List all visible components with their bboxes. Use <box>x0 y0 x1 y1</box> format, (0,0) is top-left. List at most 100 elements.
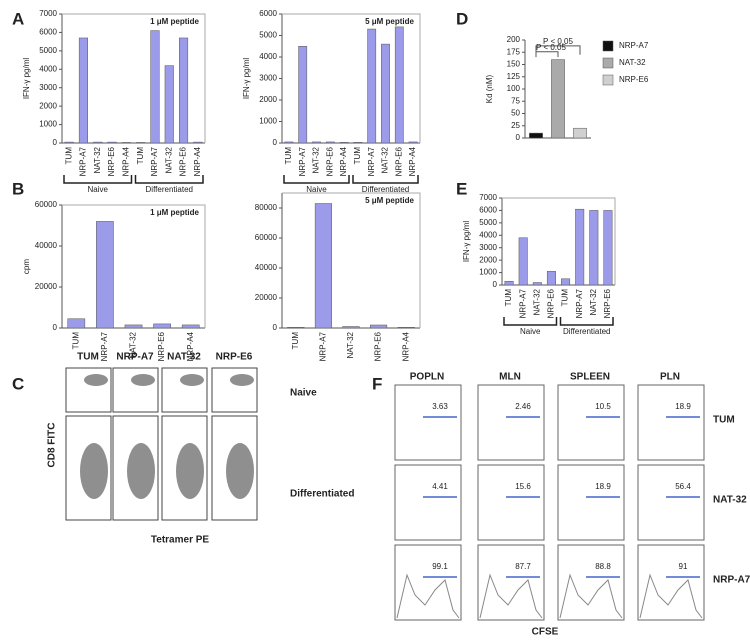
histogram-plot <box>477 464 545 541</box>
y-tick-label: 3000 <box>479 243 497 252</box>
flow-plot <box>211 367 258 413</box>
y-axis-label: cpm <box>22 259 31 274</box>
x-tick-label: TUM <box>353 147 362 165</box>
gate-value: 99.1 <box>432 562 448 571</box>
flow-plot <box>112 367 159 413</box>
x-tick-label: NAT-32 <box>312 146 321 173</box>
annotation: P < 0.05 <box>536 43 566 52</box>
bar <box>573 127 587 139</box>
sig-bracket <box>535 45 581 55</box>
x-tick-label: NRP-A7 <box>100 331 109 361</box>
x-tick-label: NAT-32 <box>164 146 173 173</box>
annotation: P < 0.05 <box>543 37 573 46</box>
y-tick-label: 2000 <box>259 95 277 104</box>
bar <box>96 221 114 329</box>
x-tick-label: TUM <box>64 147 73 165</box>
y-tick-label: 50 <box>511 109 520 118</box>
y-tick-label: 0 <box>493 280 498 289</box>
column-label: NRP-A7 <box>116 352 154 363</box>
x-tick-label: TUM <box>561 289 570 307</box>
x-tick-label: NRP-A4 <box>401 331 410 361</box>
bar <box>397 327 415 329</box>
bar <box>78 37 88 144</box>
bar <box>64 141 74 144</box>
group-bracket <box>559 317 614 326</box>
y-axis-label: IFN-γ pg/ml <box>462 221 471 263</box>
y-tick-label: 5000 <box>259 31 277 40</box>
y-axis-label: IFN-γ pg/ml <box>22 58 31 100</box>
panel-letter: B <box>12 179 24 198</box>
y-tick-label: 1000 <box>39 120 57 129</box>
frame <box>502 197 616 285</box>
bar <box>504 281 514 286</box>
frame <box>62 204 206 328</box>
histogram-plot <box>637 544 705 621</box>
bar <box>394 26 404 144</box>
bar <box>314 203 332 329</box>
bar <box>529 132 543 139</box>
bar <box>575 208 585 286</box>
histogram-plot <box>557 464 625 541</box>
group-bracket <box>63 175 133 184</box>
histogram <box>639 573 703 619</box>
column-label: PLN <box>660 372 680 383</box>
legend-label: NAT-32 <box>619 58 646 67</box>
sig-bracket <box>535 51 559 58</box>
y-tick-label: 125 <box>507 72 521 81</box>
frame <box>62 13 206 143</box>
dot-cloud <box>176 443 204 499</box>
histogram-plot <box>477 384 545 461</box>
group-label: Naive <box>306 185 327 194</box>
bar <box>298 46 308 144</box>
bar <box>287 327 305 329</box>
y-tick-label: 7000 <box>39 9 57 18</box>
group-bracket <box>352 175 419 184</box>
frame <box>282 13 421 143</box>
x-tick-label: NRP-E6 <box>157 331 166 361</box>
flow-plot <box>161 367 208 413</box>
bar <box>339 142 349 144</box>
panel-letter: D <box>456 9 468 28</box>
bar <box>532 282 542 286</box>
y-tick-label: 100 <box>507 84 521 93</box>
x-tick-label: NAT-32 <box>532 288 541 315</box>
x-tick-label: NRP-A7 <box>575 288 584 318</box>
row-label: NAT-32 <box>713 495 747 506</box>
legend-swatch <box>602 40 614 52</box>
x-tick-label: NRP-E6 <box>394 146 403 176</box>
column-label: NRP-E6 <box>216 352 253 363</box>
row-label: Naive <box>290 388 317 399</box>
bar <box>93 141 103 144</box>
x-tick-label: NRP-A4 <box>186 331 195 361</box>
group-label: Differentiated <box>362 185 409 194</box>
x-tick-label: NRP-E6 <box>107 146 116 176</box>
row-label: NRP-A7 <box>713 575 750 586</box>
chart-title: 1 μM peptide <box>150 208 199 217</box>
y-tick-label: 150 <box>507 60 521 69</box>
bar <box>164 65 174 144</box>
chart-title: 5 μM peptide <box>365 17 414 26</box>
y-tick-label: 3000 <box>259 74 277 83</box>
y-axis-label: Kd (nM) <box>485 74 494 103</box>
bar <box>153 323 171 329</box>
group-bracket <box>283 175 350 184</box>
group-label: Differentiated <box>563 327 610 336</box>
x-tick-label: NAT-32 <box>381 146 390 173</box>
panel-letter: A <box>12 9 24 28</box>
gate-value: 15.6 <box>515 482 531 491</box>
bar <box>124 324 143 329</box>
histogram-plot <box>637 464 705 541</box>
x-tick-label: NRP-A7 <box>79 146 88 176</box>
axis <box>61 205 205 329</box>
bar <box>518 237 528 286</box>
y-tick-label: 20000 <box>35 282 58 291</box>
gate-value: 18.9 <box>675 402 691 411</box>
histogram-plot <box>557 544 625 621</box>
y-tick-label: 20000 <box>255 293 278 302</box>
chart-title: 5 μM peptide <box>365 196 414 205</box>
gate-value: 56.4 <box>675 482 691 491</box>
x-tick-label: TUM <box>136 147 145 165</box>
x-tick-label: TUM <box>284 147 293 165</box>
y-tick-label: 40000 <box>35 241 58 250</box>
